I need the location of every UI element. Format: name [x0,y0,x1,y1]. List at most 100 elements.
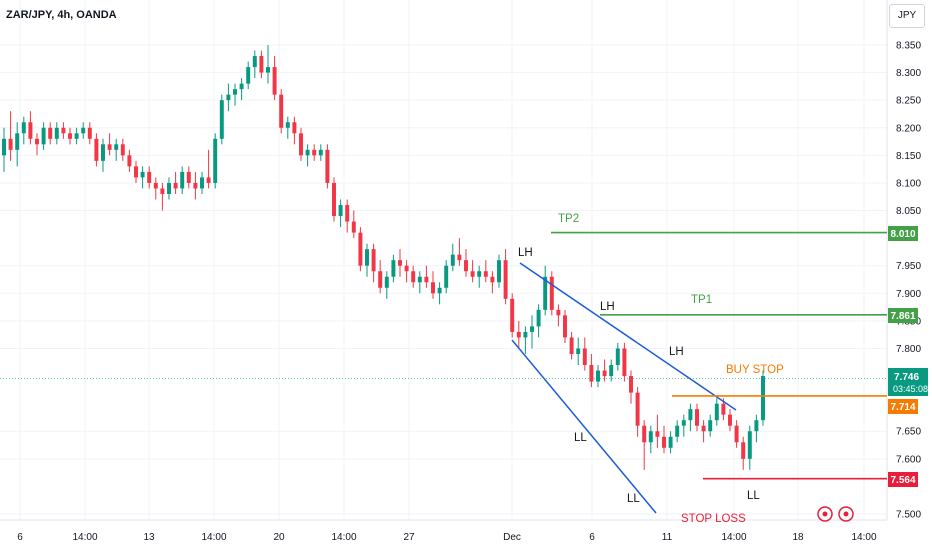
candle [87,122,92,145]
candle [714,398,719,426]
x-tick-label: 14:00 [72,532,97,543]
buy-stop-price-tag: 7.714 [888,399,918,414]
candle [153,177,158,200]
candle [503,249,508,305]
candle [213,133,218,189]
candle [338,199,343,228]
candle [761,370,765,426]
candle [477,265,482,288]
candle [81,122,86,139]
candle [68,127,72,145]
candle [398,249,402,277]
x-tick-label: 14:00 [201,532,226,543]
candle [378,260,383,294]
candle [8,111,13,161]
grid [0,0,887,520]
candle [167,177,171,200]
x-tick-label: 14:00 [721,532,746,543]
candle [186,166,191,189]
candle [266,45,270,84]
buy-stop-label: BUY STOP [726,364,784,376]
candle [497,254,501,288]
currency-selector[interactable]: JPY [889,4,925,28]
candle [530,315,534,349]
candle [556,304,561,327]
event-marker-1[interactable] [817,506,833,522]
x-tick-label: 11 [662,532,673,543]
candle [536,304,541,338]
candle [563,309,567,343]
candles [2,45,765,470]
y-tick-label: 7.900 [896,289,921,300]
x-tick-label: 6 [17,532,23,543]
candle [411,265,416,288]
candle [127,149,132,172]
candle [252,50,257,79]
candle [754,414,759,443]
y-tick-label: 7.800 [896,344,921,355]
candle [635,387,640,437]
candle [332,177,336,222]
candle [365,243,369,277]
candle [424,265,429,288]
candle [662,425,666,454]
candle [510,293,515,338]
x-axis[interactable]: 6 14:00 13 14:00 20 14:00 27 Dec 6 11 14:00 18 14:00 [17,532,877,543]
candle [450,243,455,272]
candle [457,238,462,266]
x-tick-label: 6 [589,532,595,543]
x-tick-label: 20 [273,532,285,543]
candle [107,133,112,156]
candle [622,342,627,382]
tp1-label: TP1 [691,294,712,306]
y-tick-label: 7.600 [896,454,921,465]
stop-loss-price-tag: 7.564 [888,472,918,487]
candle [246,61,251,90]
candle [596,365,600,388]
candle [384,271,389,299]
candle [470,260,475,283]
candle [615,342,620,371]
candle [15,122,20,167]
candle [642,420,647,470]
candle [21,116,26,145]
candle [391,254,396,283]
y-tick-label: 7.500 [896,510,921,521]
candle [345,199,350,233]
candle [312,144,317,161]
candle [61,122,66,139]
y-tick-label: 7.950 [896,261,921,272]
svg-text:7.746: 7.746 [894,372,919,383]
event-marker-2[interactable] [838,506,854,522]
candle [516,320,521,349]
candle [285,116,290,139]
candle [101,138,105,172]
candle [351,210,356,239]
candle [549,271,554,316]
candle [464,249,468,277]
candle [54,122,59,145]
candle [437,282,442,305]
candle [655,414,660,448]
lh-label-2: LH [600,301,615,313]
svg-text:7.564: 7.564 [890,475,915,486]
candle [35,133,39,156]
candle [668,431,673,454]
candle [28,111,33,145]
candle [490,271,495,294]
y-tick-label: 7.650 [896,427,921,438]
candle [193,171,198,200]
y-axis[interactable]: 8.350 8.300 8.250 8.200 8.150 8.100 8.050 7.950… [896,41,921,521]
lower-trendline[interactable] [511,339,657,514]
ll-label-2: LL [627,493,640,505]
svg-text:7.714: 7.714 [890,402,915,413]
y-tick-label: 8.150 [896,151,921,162]
tp2-label: TP2 [558,213,579,225]
y-tick-label: 8.300 [896,68,921,79]
candle [582,337,587,371]
candle [371,243,376,283]
candle [140,166,145,189]
candle [299,127,303,161]
upper-trendline[interactable] [519,262,737,411]
